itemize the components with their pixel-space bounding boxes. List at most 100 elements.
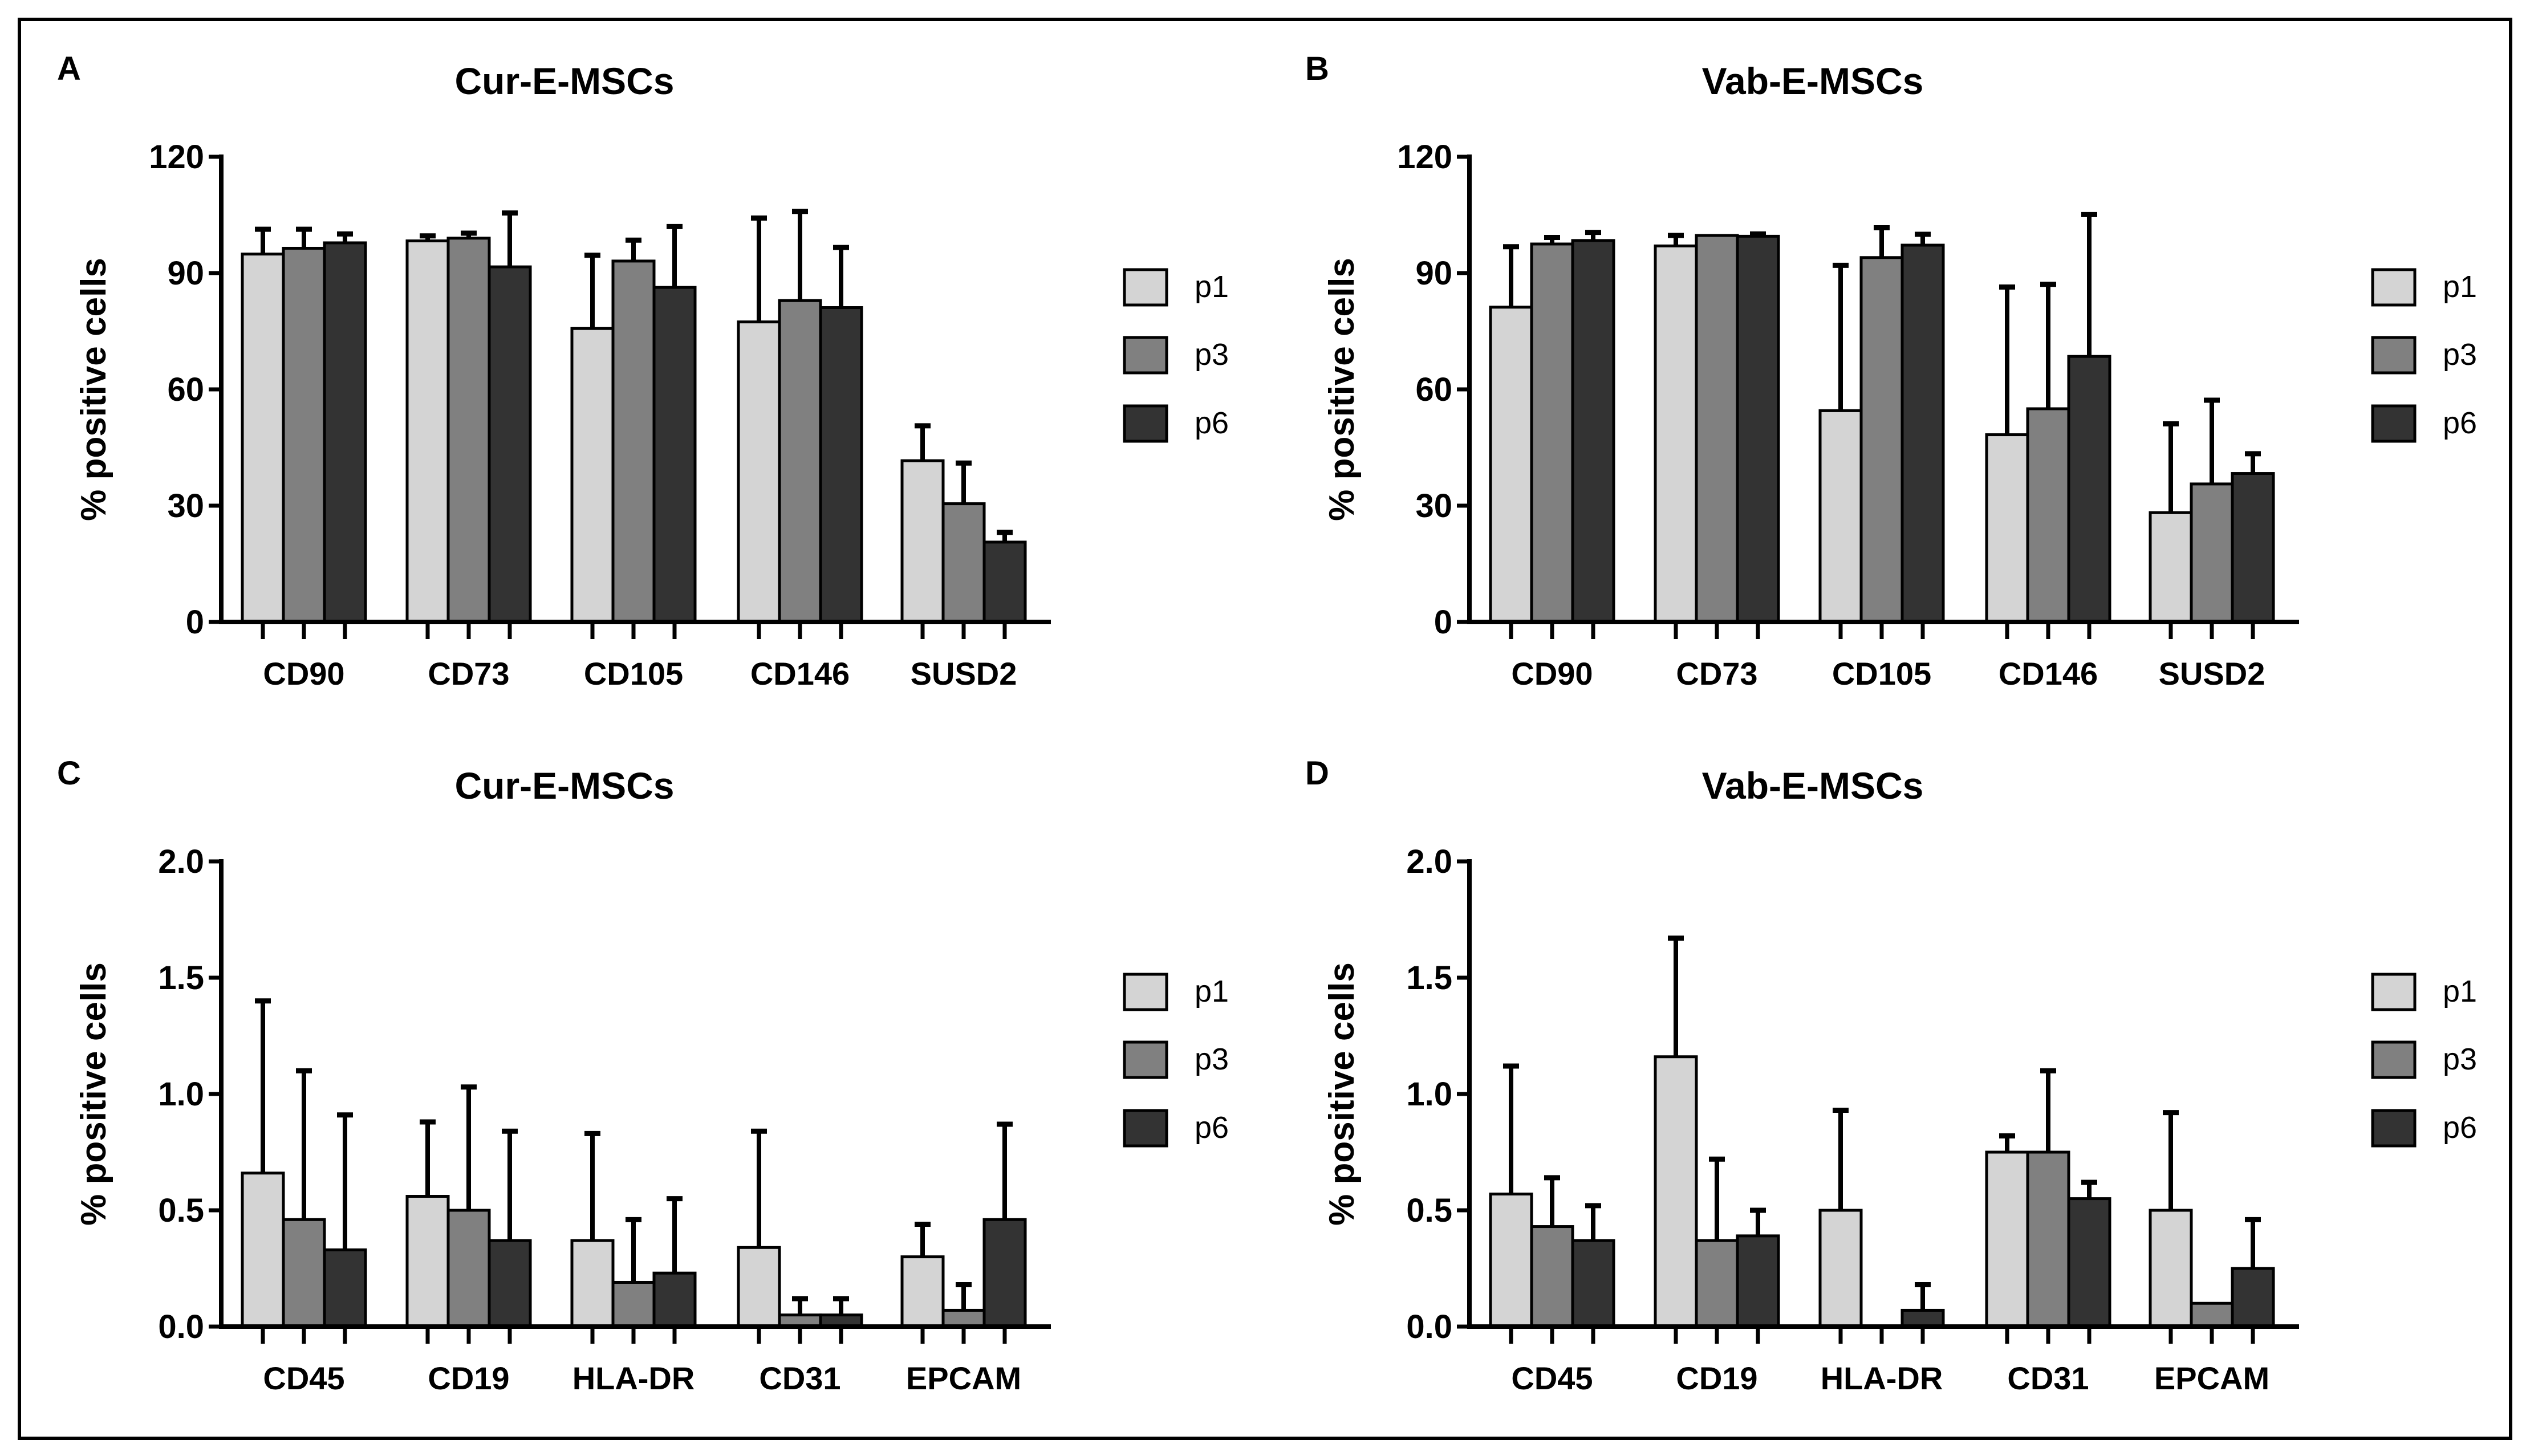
bar-p1-cd45: [1489, 1192, 1533, 1328]
y-tick-label: 90: [167, 255, 204, 292]
x-tick-label: EPCAM: [2154, 1360, 2269, 1396]
bar-p6-cd45: [1571, 1239, 1615, 1328]
legend-swatch-p3: [1123, 1040, 1168, 1079]
x-tick-label: CD90: [1511, 656, 1593, 692]
y-tick-label: 1.0: [158, 1076, 204, 1113]
legend: p1 p3 p6: [1123, 973, 1229, 1148]
bar-p3-cd45: [282, 1218, 326, 1328]
y-tick-label: 120: [1397, 139, 1452, 176]
y-tick-label: 2.0: [158, 843, 204, 880]
bar-p6-epcam: [2231, 1267, 2275, 1328]
bar-p1-hla-dr: [1818, 1209, 1863, 1328]
bar-p3-cd90: [282, 246, 326, 624]
legend-label: p6: [1195, 406, 1229, 440]
bar-p6-hla-dr: [1900, 1308, 1945, 1328]
legend-label: p3: [2443, 1042, 2477, 1076]
x-tick-label: CD45: [1511, 1360, 1593, 1396]
bar-p1-epcam: [2149, 1209, 2193, 1328]
panel-b: B Vab-E-MSCs % positive cells 0 30 60 90 120 CD9…: [1305, 50, 2477, 692]
x-tick-label: CD19: [1676, 1360, 1757, 1396]
bar-p6-cd73: [1736, 234, 1780, 624]
legend-swatch-p3: [2371, 336, 2417, 375]
figure-border: [18, 18, 2512, 1440]
y-tick-label: 1.5: [158, 959, 204, 997]
legend-label: p3: [1195, 1042, 1229, 1076]
y-tick-label: 1.5: [1406, 959, 1452, 997]
x-tick-label: CD31: [2007, 1360, 2089, 1396]
bar-p6-epcam: [982, 1218, 1027, 1328]
y-tick-label: 30: [167, 487, 204, 524]
y-tick-label: 1.0: [1406, 1076, 1452, 1113]
bar-p6-cd31: [2067, 1197, 2111, 1328]
bar-p3-susd2: [941, 502, 986, 624]
x-tick-label: HLA-DR: [572, 1360, 695, 1396]
panel-label: D: [1305, 755, 1329, 792]
legend-label: p6: [1195, 1111, 1229, 1145]
x-tick-label: CD73: [428, 656, 509, 692]
legend-swatch-p3: [2371, 1040, 2417, 1079]
bar-p1-cd146: [737, 320, 781, 624]
legend-label: p1: [1195, 974, 1229, 1008]
bar-p3-cd31: [2026, 1150, 2070, 1328]
chart-title: Vab-E-MSCs: [1702, 764, 1924, 807]
bar-p1-cd146: [1985, 433, 2029, 624]
bar-p3-susd2: [2190, 482, 2234, 624]
y-axis-label: % positive cells: [74, 962, 113, 1226]
bar-p3-cd73: [446, 237, 491, 624]
legend-label: p1: [1195, 270, 1229, 304]
bar-p3-cd105: [1859, 256, 1904, 624]
y-tick-label: 0.5: [1406, 1192, 1452, 1229]
bar-p6-cd90: [1571, 239, 1615, 624]
panel-a: A Cur-E-MSCs % positive cells 0 30 60 90 120 CD9…: [57, 50, 1229, 692]
legend-label: p1: [2443, 974, 2477, 1008]
bar-p3-cd146: [778, 299, 822, 624]
legend: p1 p3 p6: [2371, 268, 2477, 443]
bar-p3-epcam: [2190, 1302, 2234, 1328]
y-tick-label: 60: [167, 371, 204, 408]
legend-swatch-p1: [1123, 973, 1168, 1011]
y-axis-label: % positive cells: [1322, 962, 1362, 1226]
bar-p3-cd146: [2026, 407, 2070, 624]
x-tick-label: SUSD2: [911, 656, 1017, 692]
y-tick-label: 0.0: [158, 1308, 204, 1345]
bar-p6-cd19: [1736, 1234, 1780, 1328]
y-tick-label: 0: [186, 604, 204, 641]
y-tick-label: 0.5: [158, 1192, 204, 1229]
x-tick-label: CD45: [263, 1360, 344, 1396]
legend-swatch-p1: [2371, 268, 2417, 307]
bar-p3-hla-dr: [611, 1280, 656, 1328]
bar-p1-cd105: [1818, 409, 1863, 624]
y-axis-label: % positive cells: [74, 258, 113, 521]
panel-c: C Cur-E-MSCs % positive cells 0.0 0.5 1.0 1.5 2…: [57, 755, 1229, 1396]
x-tick-label: CD105: [584, 656, 683, 692]
legend: p1 p3 p6: [1123, 268, 1229, 443]
y-axis-label: % positive cells: [1322, 258, 1362, 521]
bar-p6-cd19: [488, 1239, 532, 1328]
legend-label: p1: [2443, 270, 2477, 304]
legend-label: p3: [2443, 337, 2477, 372]
x-tick-label: CD146: [1999, 656, 2098, 692]
x-tick-label: HLA-DR: [1821, 1360, 1943, 1396]
bar-p6-susd2: [982, 540, 1027, 624]
x-tick-label: CD90: [263, 656, 344, 692]
chart-title: Vab-E-MSCs: [1702, 60, 1924, 102]
bar-p6-cd45: [323, 1248, 367, 1328]
x-tick-label: EPCAM: [906, 1360, 1021, 1396]
bar-p1-cd73: [1654, 244, 1698, 624]
y-tick-label: 120: [149, 139, 204, 176]
bar-p1-hla-dr: [570, 1239, 615, 1328]
chart-title: Cur-E-MSCs: [454, 60, 674, 102]
bar-p1-cd31: [1985, 1150, 2029, 1328]
legend: p1 p3 p6: [2371, 973, 2477, 1148]
y-tick-label: 60: [1415, 371, 1452, 408]
bar-p3-cd73: [1695, 234, 1739, 624]
chart-title: Cur-E-MSCs: [454, 764, 674, 807]
legend-swatch-p1: [1123, 268, 1168, 307]
bar-p6-cd105: [1900, 243, 1945, 624]
bar-p1-cd45: [241, 1172, 285, 1328]
bar-p6-cd146: [819, 306, 863, 624]
y-tick-label: 30: [1415, 487, 1452, 524]
bar-p6-cd146: [2067, 355, 2111, 624]
bar-p1-cd31: [737, 1246, 781, 1328]
x-tick-label: CD73: [1676, 656, 1757, 692]
